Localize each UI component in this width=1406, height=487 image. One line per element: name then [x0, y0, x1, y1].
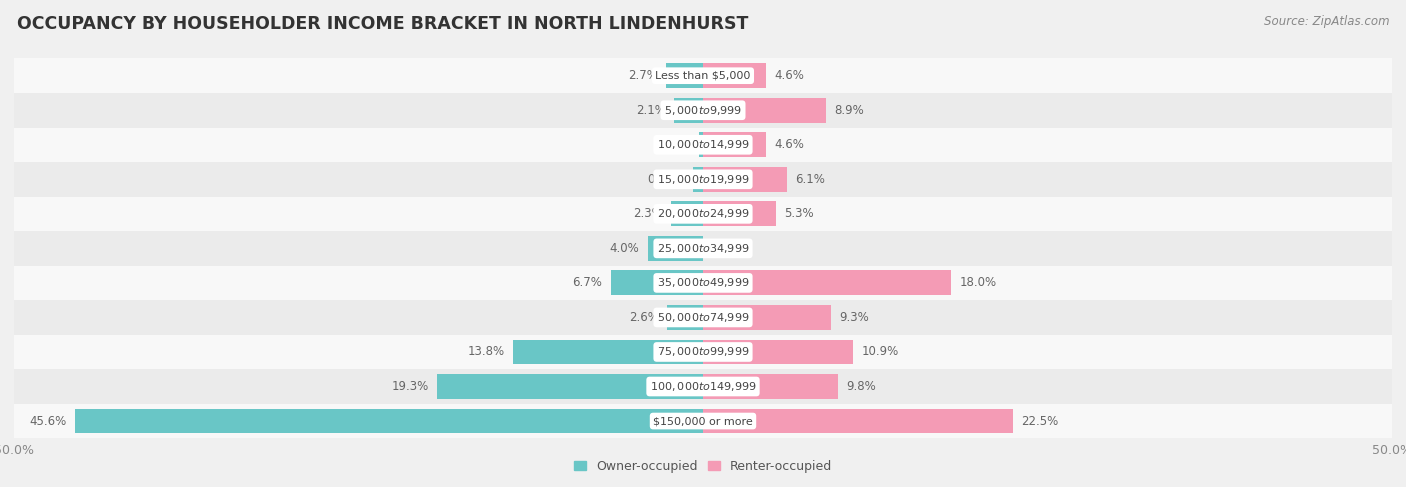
Text: 10.9%: 10.9% [862, 345, 898, 358]
Text: $15,000 to $19,999: $15,000 to $19,999 [657, 173, 749, 186]
Text: $75,000 to $99,999: $75,000 to $99,999 [657, 345, 749, 358]
Text: 4.0%: 4.0% [610, 242, 640, 255]
Text: $20,000 to $24,999: $20,000 to $24,999 [657, 207, 749, 220]
Bar [703, 63, 766, 88]
Bar [437, 374, 703, 399]
Text: 2.7%: 2.7% [627, 69, 658, 82]
Text: 9.8%: 9.8% [846, 380, 876, 393]
Text: 2.1%: 2.1% [636, 104, 666, 117]
Bar [14, 197, 1392, 231]
Bar [703, 409, 1012, 433]
Bar [648, 236, 703, 261]
Bar [699, 132, 703, 157]
Bar [703, 305, 831, 330]
Text: 22.5%: 22.5% [1021, 414, 1059, 428]
Bar [14, 300, 1392, 335]
Text: Less than $5,000: Less than $5,000 [655, 71, 751, 81]
Bar [14, 404, 1392, 438]
Text: 2.6%: 2.6% [628, 311, 659, 324]
Bar [513, 339, 703, 364]
Bar [14, 93, 1392, 128]
Text: 2.3%: 2.3% [633, 207, 664, 220]
Bar [666, 63, 703, 88]
Text: 0.3%: 0.3% [661, 138, 690, 151]
Bar [671, 202, 703, 226]
Text: 18.0%: 18.0% [959, 277, 997, 289]
Bar [610, 270, 703, 295]
Text: $100,000 to $149,999: $100,000 to $149,999 [650, 380, 756, 393]
Bar [703, 270, 950, 295]
Text: OCCUPANCY BY HOUSEHOLDER INCOME BRACKET IN NORTH LINDENHURST: OCCUPANCY BY HOUSEHOLDER INCOME BRACKET … [17, 15, 748, 33]
Text: 19.3%: 19.3% [391, 380, 429, 393]
Text: $10,000 to $14,999: $10,000 to $14,999 [657, 138, 749, 151]
Text: 13.8%: 13.8% [467, 345, 505, 358]
Text: 6.7%: 6.7% [572, 277, 602, 289]
Text: $35,000 to $49,999: $35,000 to $49,999 [657, 277, 749, 289]
Bar [703, 132, 766, 157]
Text: $150,000 or more: $150,000 or more [654, 416, 752, 426]
Text: $5,000 to $9,999: $5,000 to $9,999 [664, 104, 742, 117]
Text: Source: ZipAtlas.com: Source: ZipAtlas.com [1264, 15, 1389, 28]
Text: 4.6%: 4.6% [775, 69, 804, 82]
Bar [14, 162, 1392, 197]
Text: $50,000 to $74,999: $50,000 to $74,999 [657, 311, 749, 324]
Bar [703, 202, 776, 226]
Text: 9.3%: 9.3% [839, 311, 869, 324]
Text: 4.6%: 4.6% [775, 138, 804, 151]
Legend: Owner-occupied, Renter-occupied: Owner-occupied, Renter-occupied [568, 455, 838, 478]
Bar [75, 409, 703, 433]
Bar [673, 98, 703, 123]
Bar [14, 335, 1392, 369]
Bar [14, 231, 1392, 265]
Text: $25,000 to $34,999: $25,000 to $34,999 [657, 242, 749, 255]
Text: 45.6%: 45.6% [30, 414, 66, 428]
Bar [703, 98, 825, 123]
Bar [703, 374, 838, 399]
Bar [14, 58, 1392, 93]
Text: 5.3%: 5.3% [785, 207, 814, 220]
Bar [693, 167, 703, 192]
Bar [14, 265, 1392, 300]
Bar [668, 305, 703, 330]
Bar [703, 167, 787, 192]
Bar [703, 339, 853, 364]
Bar [14, 128, 1392, 162]
Text: 0.0%: 0.0% [711, 242, 741, 255]
Bar [14, 369, 1392, 404]
Text: 6.1%: 6.1% [796, 173, 825, 186]
Text: 8.9%: 8.9% [834, 104, 863, 117]
Text: 0.71%: 0.71% [648, 173, 685, 186]
